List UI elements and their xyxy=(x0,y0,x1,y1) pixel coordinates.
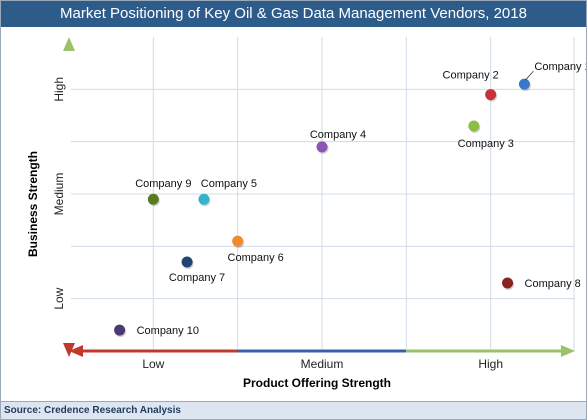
point-label: Company 1 xyxy=(534,61,586,73)
point-label: Company 3 xyxy=(458,138,514,150)
y-axis-arrowhead-bottom xyxy=(63,343,75,357)
tick-labels: Low Medium High Low Medium High xyxy=(52,77,503,371)
y-tick-label: High xyxy=(52,77,66,102)
point-marker xyxy=(114,324,126,336)
data-point-8: Company 8 xyxy=(502,277,581,290)
point-label: Company 2 xyxy=(443,70,499,82)
point-label: Company 8 xyxy=(525,278,581,290)
point-marker xyxy=(147,193,159,205)
data-point-5: Company 5 xyxy=(198,178,257,207)
point-label: Company 4 xyxy=(310,129,366,141)
point-label: Company 5 xyxy=(201,178,257,190)
grid-lines xyxy=(71,37,575,351)
point-label: Company 10 xyxy=(137,325,199,337)
axes xyxy=(63,37,575,357)
data-point-10: Company 10 xyxy=(114,324,199,338)
x-tick-label: Medium xyxy=(301,357,344,371)
point-marker xyxy=(468,120,480,132)
data-point-3: Company 3 xyxy=(458,120,514,150)
data-point-9: Company 9 xyxy=(135,178,191,207)
x-axis-arrowhead-left xyxy=(69,345,83,357)
data-points: Company 1 Company 2 Company 3 Company 4 Comp… xyxy=(114,61,586,338)
data-point-1: Company 1 xyxy=(518,61,586,92)
data-point-2: Company 2 xyxy=(443,70,499,102)
point-marker xyxy=(232,235,244,247)
x-tick-label: High xyxy=(478,357,503,371)
x-axis-arrowhead-right xyxy=(561,345,575,357)
point-marker xyxy=(502,277,514,289)
point-marker xyxy=(485,89,497,101)
data-point-6: Company 6 xyxy=(228,235,284,264)
x-axis-title: Product Offering Strength xyxy=(243,376,391,390)
point-label: Company 9 xyxy=(135,178,191,190)
point-marker xyxy=(316,141,328,153)
y-axis-title: Business Strength xyxy=(26,151,40,257)
data-point-4: Company 4 xyxy=(310,129,366,154)
y-tick-label: Medium xyxy=(52,173,66,216)
y-tick-label: Low xyxy=(52,287,66,309)
label-leader-line xyxy=(525,70,534,81)
point-marker xyxy=(198,193,210,205)
x-tick-label: Low xyxy=(142,357,164,371)
point-marker xyxy=(518,78,530,90)
chart-title: Market Positioning of Key Oil & Gas Data… xyxy=(1,1,586,27)
y-axis-arrowhead-top xyxy=(63,37,75,51)
point-label: Company 7 xyxy=(169,272,225,284)
point-marker xyxy=(181,256,193,268)
source-note: Source: Credence Research Analysis xyxy=(1,401,586,419)
data-point-7: Company 7 xyxy=(169,256,225,284)
point-label: Company 6 xyxy=(228,252,284,264)
